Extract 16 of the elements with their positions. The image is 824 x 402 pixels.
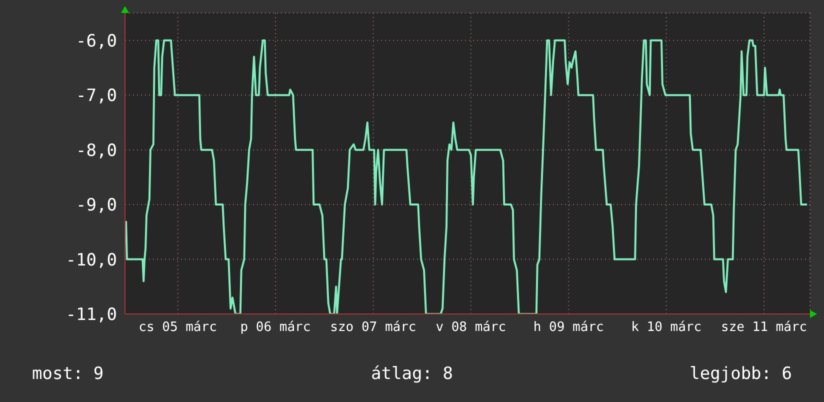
x-tick-label: p 06 márc	[240, 320, 311, 336]
x-tick-label: k 10 márc	[631, 320, 702, 336]
y-tick-label: -8,0	[76, 140, 117, 161]
text: most: 9	[32, 364, 104, 384]
y-tick-label: -9,0	[76, 196, 117, 216]
text: átlag: 8	[371, 364, 453, 384]
y-tick-label: -11,0	[66, 305, 117, 326]
x-tick-label: sze 11 márc	[721, 320, 808, 336]
x-tick-label: cs 05 márc	[138, 320, 217, 336]
y-tick-label: -10,0	[66, 250, 117, 270]
text: legjobb: 6	[690, 364, 792, 384]
x-tick-label: h 09 márc	[533, 320, 604, 336]
x-tick-label: szo 07 márc	[330, 320, 416, 336]
y-tick-label: -6,0	[76, 31, 117, 52]
y-tick-label: -7,0	[76, 86, 117, 106]
x-tick-label: v 08 márc	[436, 320, 506, 336]
